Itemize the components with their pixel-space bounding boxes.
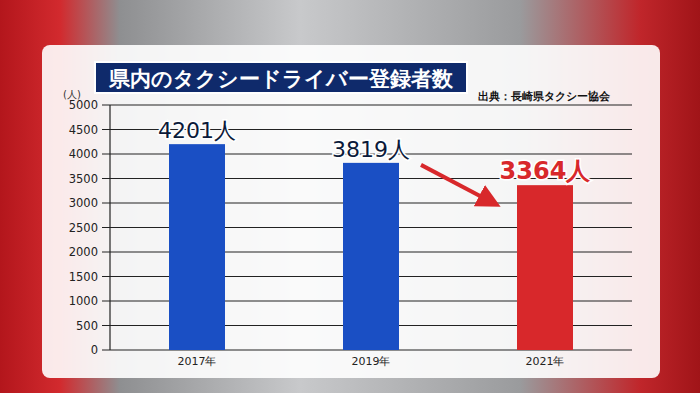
data-label: 3819人 — [332, 137, 410, 162]
y-axis — [109, 105, 110, 350]
x-tick-label: 2019年 — [352, 355, 391, 368]
y-tick-label: 3500 — [69, 172, 98, 186]
data-label: 4201人 — [158, 118, 236, 143]
y-tick-label: 5000 — [69, 98, 98, 112]
y-tick-label: 2500 — [69, 221, 98, 235]
grid-line — [102, 104, 632, 105]
chart: 県内のタクシードライバー登録者数出典：長崎県タクシー協会(人)050010001… — [0, 0, 700, 393]
bar — [169, 144, 225, 350]
source: 出典：長崎県タクシー協会 — [478, 90, 611, 103]
panel — [42, 45, 660, 378]
bar — [517, 185, 573, 350]
y-tick-label: 4000 — [69, 147, 98, 161]
x-tick-label: 2021年 — [526, 355, 565, 368]
title-box — [95, 62, 467, 93]
y-tick-label: 1500 — [69, 270, 98, 284]
y-tick-label: 500 — [76, 319, 98, 333]
y-tick-label: 4500 — [69, 123, 98, 137]
y-tick-label: 1000 — [69, 294, 98, 308]
x-tick-label: 2017年 — [178, 355, 217, 368]
title: 県内のタクシードライバー登録者数 — [108, 67, 454, 91]
y-tick-label: 2000 — [69, 245, 98, 259]
data-label: 3364人 — [500, 157, 592, 185]
bar — [343, 163, 399, 350]
y-tick-label: 3000 — [69, 196, 98, 210]
trend-arrow — [421, 165, 490, 201]
y-tick-label: 0 — [91, 343, 98, 357]
